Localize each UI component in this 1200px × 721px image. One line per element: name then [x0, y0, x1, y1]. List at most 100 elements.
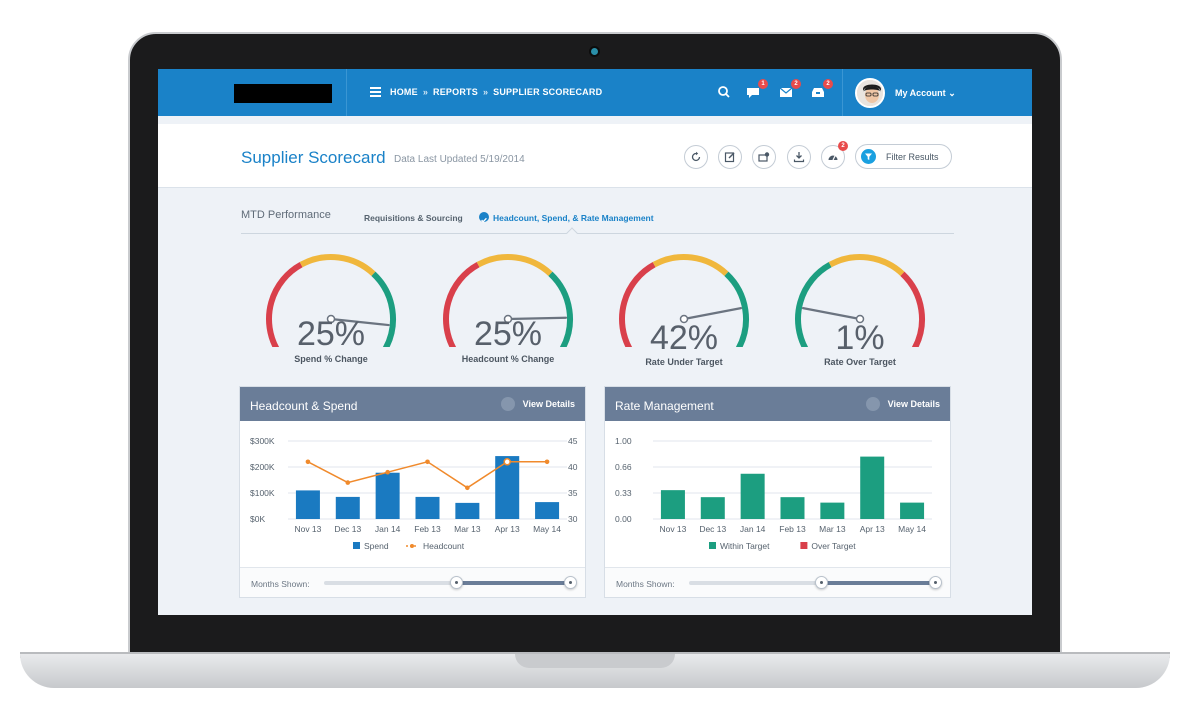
edit-button[interactable] — [718, 145, 742, 169]
months-slider[interactable] — [324, 576, 577, 589]
headcount-point — [503, 458, 511, 466]
gauge-value: 1% — [835, 319, 885, 357]
chat-icon[interactable]: 1 — [745, 79, 768, 100]
alerts-button[interactable]: 2 — [821, 141, 848, 169]
view-details-link[interactable]: View Details — [887, 399, 940, 409]
bar — [740, 473, 765, 519]
y-right-tick-label: 30 — [568, 514, 578, 524]
y-right-tick-label: 40 — [568, 462, 578, 472]
bar — [900, 502, 925, 519]
bar — [820, 502, 845, 519]
gauge-segment — [619, 262, 656, 347]
tab-active-caret — [566, 227, 578, 239]
refresh-icon — [691, 151, 701, 162]
download-button[interactable] — [787, 145, 811, 169]
gauge-rate-over-target: 1% Rate Over Target — [785, 247, 935, 377]
legend-label: Headcount — [423, 541, 465, 551]
slider-end-handle[interactable] — [564, 576, 577, 589]
page-title: Supplier Scorecard — [241, 148, 386, 167]
headcount-point — [385, 469, 390, 475]
avatar[interactable] — [855, 78, 885, 108]
bar — [415, 496, 440, 519]
bar — [375, 472, 400, 519]
last-updated: Data Last Updated 5/19/2014 — [394, 154, 525, 165]
panel-header: Rate Management View Details — [605, 387, 950, 421]
gauge-dial — [266, 254, 396, 347]
gauge-pivot — [679, 314, 689, 324]
slider-start-handle[interactable] — [815, 576, 828, 589]
gauge-pivot — [326, 314, 336, 324]
screen: HOME » REPORTS » SUPPLIER SCORECARD 1 2 … — [158, 69, 1032, 615]
search-icon[interactable] — [716, 84, 732, 100]
filter-results-label: Filter Results — [886, 152, 939, 162]
share-button[interactable] — [752, 145, 776, 169]
x-tick-label: Jan 14 — [740, 524, 766, 534]
gauge-segment — [266, 262, 303, 347]
download-icon — [793, 152, 805, 163]
legend-swatch-dot — [410, 544, 414, 548]
months-slider[interactable] — [689, 576, 942, 589]
legend-label: Over Target — [811, 541, 856, 551]
panel-rate-management: Rate Management View Details 0.00 0.33 0.6… — [604, 386, 951, 598]
legend-label: Within Target — [720, 541, 770, 551]
x-tick-label: Feb 13 — [414, 524, 441, 534]
menu-icon[interactable] — [370, 87, 381, 97]
y-tick-label: 0.66 — [615, 462, 632, 472]
breadcrumb: HOME » REPORTS » SUPPLIER SCORECARD — [390, 87, 602, 97]
breadcrumb-supplier-scorecard[interactable]: SUPPLIER SCORECARD — [493, 87, 603, 97]
share-icon — [758, 152, 770, 162]
slider-range — [456, 581, 570, 585]
headcount-spend-chart: $0K $100K $200K $300K 30 35 40 45 Nov 13 Dec 13 Ja… — [250, 436, 578, 551]
bar — [700, 497, 725, 519]
months-shown-label: Months Shown: — [616, 579, 675, 589]
x-tick-label: Nov 13 — [659, 524, 686, 534]
account-label: My Account — [895, 88, 946, 98]
camera — [591, 48, 598, 55]
y-tick-label: 1.00 — [615, 436, 632, 446]
x-tick-label: May 14 — [898, 524, 926, 534]
my-account-menu[interactable]: My Account ⌄ — [895, 88, 956, 99]
rate-management-chart: 0.00 0.33 0.66 1.00 Nov 13 Dec 13 Jan 14 Feb 13… — [615, 436, 932, 551]
tab-headcount-spend-rate[interactable]: Headcount, Spend, & Rate Management — [493, 213, 654, 223]
mail-icon[interactable]: 2 — [778, 79, 801, 100]
slider-start-handle[interactable] — [450, 576, 463, 589]
y-tick-label: $0K — [250, 514, 265, 524]
document-icon — [501, 397, 515, 411]
gauge-value: 25% — [296, 315, 366, 353]
filter-icon — [861, 149, 876, 164]
legend-swatch — [353, 542, 360, 549]
filter-results-button[interactable]: Filter Results — [855, 144, 952, 169]
page-header: Supplier Scorecard Data Last Updated 5/1… — [158, 124, 1032, 188]
months-shown-label: Months Shown: — [251, 579, 310, 589]
y-tick-label: $300K — [250, 436, 275, 446]
gauge-dial — [619, 254, 749, 347]
gauge-headcount-change: 25% Headcount % Change — [433, 247, 583, 377]
headcount-point — [465, 485, 470, 491]
gauge-segment — [299, 254, 376, 277]
tab-requisitions-sourcing[interactable]: Requisitions & Sourcing — [364, 213, 463, 223]
x-tick-label: Mar 13 — [454, 524, 481, 534]
x-tick-label: Apr 13 — [495, 524, 520, 534]
chevron-down-icon: ⌄ — [948, 88, 956, 98]
laptop-notch — [515, 654, 675, 668]
y-tick-label: $100K — [250, 488, 275, 498]
gauge-label: Headcount % Change — [461, 354, 555, 364]
x-tick-label: Jan 14 — [375, 524, 401, 534]
bar — [535, 502, 560, 519]
gauge-value: 25% — [473, 315, 543, 353]
gauge-rate-under-target: 42% Rate Under Target — [609, 247, 759, 377]
view-details-link[interactable]: View Details — [522, 399, 575, 409]
gauge-needle — [329, 317, 390, 327]
topbar-divider — [842, 69, 843, 116]
gauge-needle — [682, 307, 743, 321]
breadcrumb-reports[interactable]: REPORTS — [433, 87, 478, 97]
y-tick-label: 0.00 — [615, 514, 632, 524]
gauge-pivot — [855, 314, 865, 324]
x-tick-label: May 14 — [533, 524, 561, 534]
breadcrumb-home[interactable]: HOME — [390, 87, 418, 97]
inbox-icon[interactable]: 2 — [810, 79, 833, 100]
slider-end-handle[interactable] — [929, 576, 942, 589]
refresh-button[interactable] — [684, 145, 708, 169]
logo[interactable] — [234, 84, 332, 103]
bar — [455, 502, 480, 519]
